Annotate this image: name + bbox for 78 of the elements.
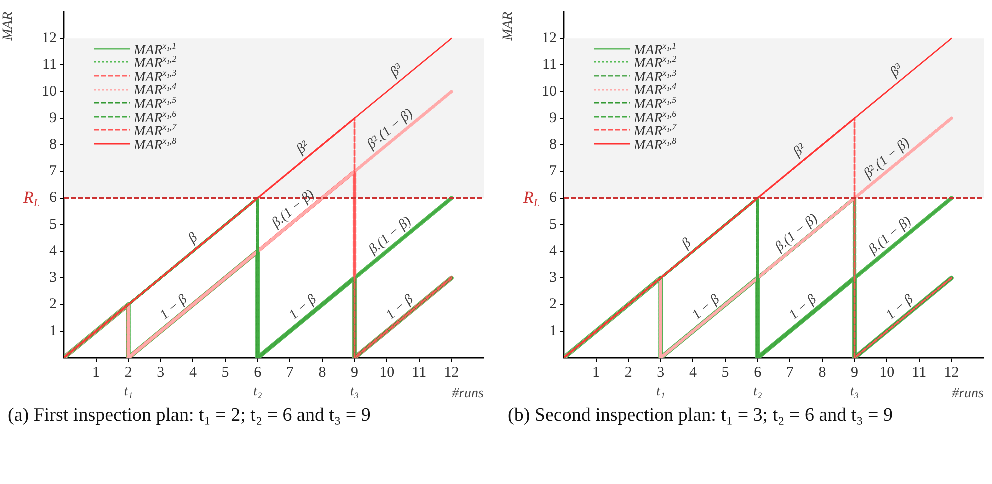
x-tick-label: 9 [351, 364, 359, 381]
x-tick-label: 1 [592, 364, 600, 381]
annotation: t₁ [656, 384, 666, 400]
annotation: β.(1 − β) [268, 187, 318, 232]
y-axis-title: MAR [501, 12, 516, 42]
annotation: β.(1 − β) [366, 214, 415, 258]
x-tick-label: 4 [689, 364, 698, 381]
y-tick-label: 11 [42, 57, 57, 74]
x-axis-title: #runs [452, 386, 485, 402]
text: (b) Second inspection plan: t₁ = 3; t₂ = 6 and t₃ = 9 [508, 404, 894, 427]
annotation: 1 − β [158, 292, 191, 324]
annotation: t₁ [124, 384, 133, 400]
y-tick-label: 7 [550, 164, 558, 180]
text: (a) First inspection plan: t₁ = 2; t₂ = 6 and t₃ = 9 [8, 404, 372, 427]
y-tick-label: 8 [550, 137, 557, 154]
y-tick-label: 7 [50, 164, 58, 180]
legend-label: MAR$^{x₁,8}$ [134, 136, 177, 154]
annotation: t₂ [253, 384, 262, 400]
x-tick-label: 7 [286, 364, 294, 381]
x-tick-label: 2 [124, 364, 132, 381]
annotation: β² [293, 138, 313, 158]
x-tick-label: 5 [722, 364, 730, 381]
x-tick-label: 8 [818, 364, 826, 381]
y-tick-label: 3 [550, 270, 557, 286]
y-tick-label: 12 [42, 30, 57, 47]
x-tick-label: 3 [657, 364, 665, 381]
y-tick-label: 10 [42, 84, 57, 100]
annotation: 1 − β [286, 292, 320, 324]
annotation: β [678, 236, 694, 253]
y-tick-label: 11 [542, 57, 557, 74]
x-tick-label: 12 [444, 364, 460, 381]
y-tick-label: 8 [50, 137, 57, 154]
x-tick-label: 9 [851, 364, 859, 381]
annotation: β³ [387, 61, 407, 81]
x-tick-label: 3 [157, 364, 165, 381]
y-tick-label: 12 [542, 30, 557, 47]
x-tick-label: 11 [912, 364, 927, 381]
annotation: 1 − β [690, 292, 723, 324]
x-tick-label: 6 [754, 364, 762, 381]
y-tick-label: 9 [50, 110, 57, 126]
x-tick-label: 10 [880, 364, 895, 381]
annotation: t₂ [753, 384, 762, 400]
legend-label: MAR$^{x₁,8}$ [634, 136, 677, 154]
y-tick-label: 1 [550, 323, 557, 340]
y-tick-label: 5 [50, 216, 57, 233]
y-tick-label: 2 [550, 296, 557, 313]
annotation: β.(1 − β) [772, 211, 822, 256]
annotation: β³ [887, 61, 907, 81]
y-tick-label: 4 [50, 243, 58, 260]
y-tick-label: 4 [550, 243, 558, 260]
x-tick-label: 2 [624, 364, 632, 381]
annotation: 1 − β [884, 292, 917, 324]
y-tick-label: 3 [50, 270, 57, 286]
annotation: 1 − β [384, 292, 417, 324]
x-tick-label: 1 [92, 364, 100, 381]
y-tick-label: 9 [550, 110, 557, 126]
x-tick-label: 4 [189, 364, 198, 381]
y-axis-title: MAR [1, 12, 16, 42]
x-tick-label: 5 [222, 364, 230, 381]
x-tick-label: 10 [380, 364, 395, 381]
x-tick-label: 8 [318, 364, 326, 381]
x-axis-title: #runs [952, 386, 985, 402]
y-tick-label: 5 [550, 216, 557, 233]
annotation: β² [790, 140, 810, 161]
y-tick-label: 6 [50, 190, 58, 206]
x-tick-label: 12 [944, 364, 960, 381]
y-tick-label: 1 [50, 323, 57, 340]
annotation: t₃ [850, 384, 860, 400]
annotation: t₃ [350, 384, 360, 400]
x-tick-label: 6 [254, 364, 262, 381]
x-tick-label: 11 [412, 364, 427, 381]
annotation: β.(1 − β) [866, 214, 915, 258]
annotation: β [185, 230, 201, 248]
y-tick-label: 6 [550, 190, 558, 206]
annotation: 1 − β [786, 292, 820, 324]
y-tick-label: 2 [50, 296, 57, 313]
x-tick-label: 7 [786, 364, 794, 381]
y-tick-label: 10 [542, 84, 557, 100]
